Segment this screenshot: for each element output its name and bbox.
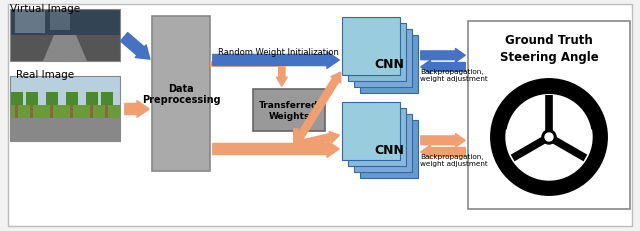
Bar xyxy=(15,10,45,34)
Bar xyxy=(10,106,120,119)
Bar xyxy=(11,93,23,106)
Circle shape xyxy=(506,94,592,180)
Bar xyxy=(152,17,210,171)
Bar xyxy=(70,103,73,119)
Bar xyxy=(354,30,412,88)
Bar xyxy=(10,10,120,62)
Circle shape xyxy=(542,131,556,144)
Text: Data
Preprocessing: Data Preprocessing xyxy=(141,83,220,105)
Text: CNN: CNN xyxy=(374,58,404,71)
Bar xyxy=(86,93,98,106)
Bar xyxy=(354,115,412,172)
Bar xyxy=(46,93,58,106)
Text: Ground Truth
Steering Angle: Ground Truth Steering Angle xyxy=(500,34,598,64)
Text: Virtual Image: Virtual Image xyxy=(10,4,80,14)
Text: Transferred
Weights: Transferred Weights xyxy=(259,101,319,120)
Bar xyxy=(105,103,108,119)
Text: Random Weight Initialization: Random Weight Initialization xyxy=(218,48,339,57)
Bar xyxy=(348,24,406,82)
Bar xyxy=(342,18,400,76)
Bar xyxy=(10,119,120,141)
Polygon shape xyxy=(498,86,600,130)
Bar xyxy=(10,77,120,106)
Bar xyxy=(10,10,120,36)
Text: Backpropagation,
weight adjustment: Backpropagation, weight adjustment xyxy=(420,153,488,166)
Bar xyxy=(50,10,70,31)
Bar xyxy=(15,103,18,119)
Bar xyxy=(468,22,630,209)
Circle shape xyxy=(497,86,601,189)
Text: Real Image: Real Image xyxy=(16,70,74,80)
Bar xyxy=(10,77,120,141)
Bar xyxy=(10,36,120,62)
Text: Backpropagation,
weight adjustment: Backpropagation, weight adjustment xyxy=(420,69,488,82)
Text: CNN: CNN xyxy=(374,143,404,156)
Bar xyxy=(26,93,38,106)
Bar xyxy=(253,90,325,131)
Bar xyxy=(342,103,400,160)
Bar xyxy=(360,36,418,94)
Bar xyxy=(101,93,113,106)
Bar xyxy=(66,93,78,106)
Circle shape xyxy=(545,134,553,141)
Bar xyxy=(90,103,93,119)
Bar xyxy=(360,121,418,178)
Polygon shape xyxy=(43,36,87,62)
Bar xyxy=(348,109,406,166)
Bar xyxy=(50,103,53,119)
Bar xyxy=(30,103,33,119)
